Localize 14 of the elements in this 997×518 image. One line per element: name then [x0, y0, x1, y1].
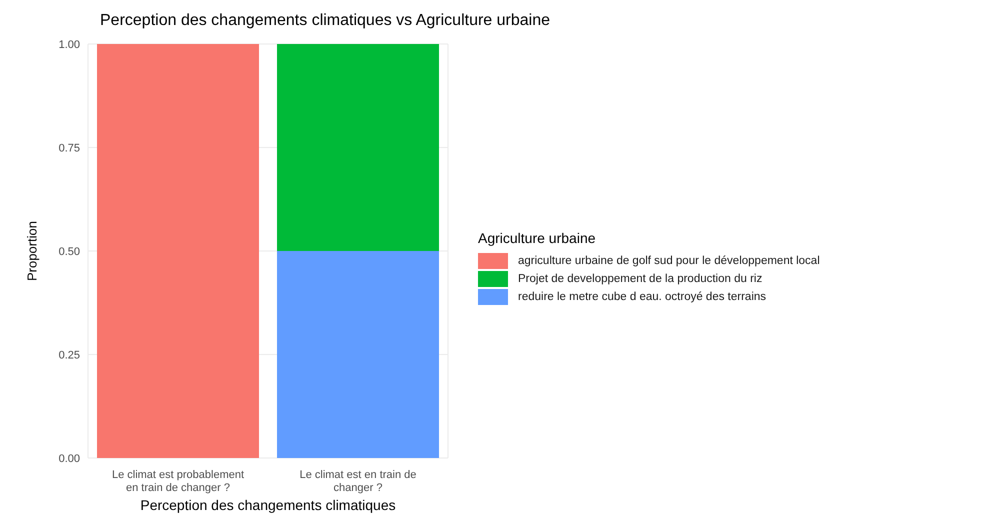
x-tick-label: Le climat est probablement en train de changer ?: [112, 469, 244, 494]
legend-label: agriculture urbaine de golf sud pour le développement local: [518, 255, 820, 267]
legend-label: reduire le metre cube d eau. octroyé des terrains: [518, 291, 766, 303]
x-axis-title: Perception des changements climatiques: [140, 497, 396, 513]
y-tick-label: 0.25: [58, 349, 80, 362]
y-tick-label: 0.00: [58, 452, 80, 465]
y-tick-label: 1.00: [58, 38, 80, 51]
y-tick-label: 0.50: [58, 246, 80, 258]
chart-title: Perception des changements climatiques vs Agriculture urbaine: [100, 12, 550, 30]
y-axis-title: Proportion: [24, 221, 40, 281]
legend-label: Projet de developpement de la production du riz: [518, 273, 762, 285]
y-tick-label: 0.75: [58, 142, 80, 154]
legend-title: Agriculture urbaine: [478, 230, 597, 246]
x-tick-label: Le climat est en train de changer ?: [300, 469, 416, 494]
